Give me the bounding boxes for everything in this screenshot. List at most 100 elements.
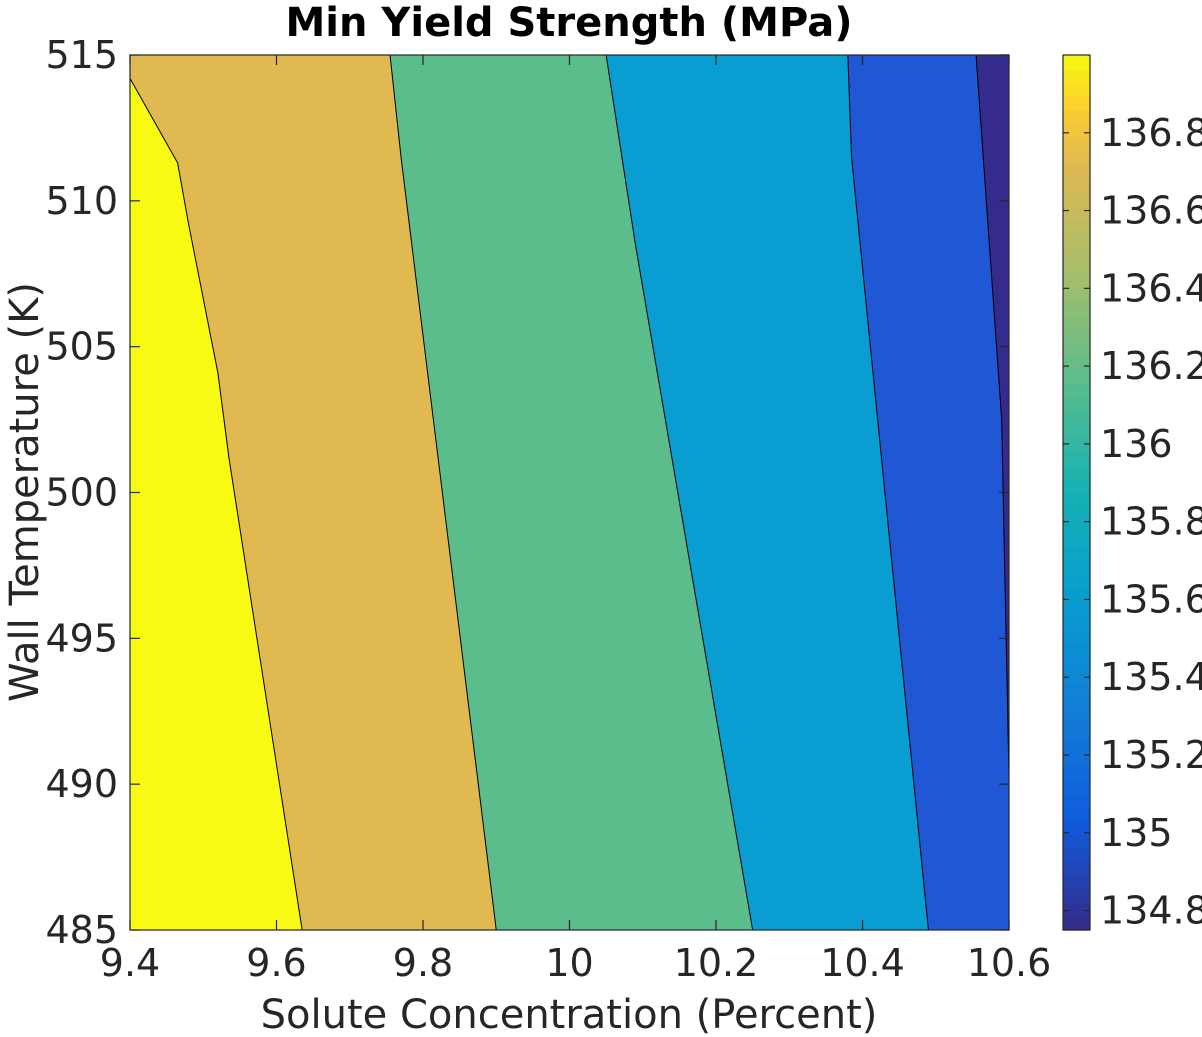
colorbar-segment: [1063, 55, 1090, 70]
colorbar-segment: [1063, 410, 1090, 425]
colorbar-segment: [1063, 506, 1090, 521]
x-axis: 9.4 9.6 9.8 10 10.2 10.4 10.6: [100, 55, 1052, 985]
colorbar-segment: [1063, 396, 1090, 412]
x-tick-label: 9.4: [100, 941, 160, 985]
colorbar-segment: [1063, 478, 1090, 494]
colorbar-tick-label: 135.4: [1100, 655, 1202, 699]
colorbar-segment: [1063, 916, 1090, 931]
colorbar-tick-label: 136.6: [1100, 189, 1202, 233]
colorbar-segment: [1063, 109, 1090, 124]
colorbar-segment: [1063, 383, 1090, 398]
colorbar-segment: [1063, 68, 1090, 83]
x-tick-label: 9.8: [393, 941, 453, 985]
colorbar-segment: [1063, 793, 1090, 808]
x-tick-label: 10: [545, 941, 593, 985]
colorbar-segment: [1063, 642, 1090, 658]
colorbar-segment: [1063, 437, 1090, 453]
contour-line-1: [129, 78, 303, 931]
y-tick-label: 500: [45, 471, 118, 515]
colorbar-segment: [1063, 533, 1090, 548]
colorbar-segment: [1063, 847, 1090, 863]
colorbar-tick-label: 136: [1100, 422, 1173, 466]
colorbar-frame: [1062, 54, 1091, 931]
colorbar-tick-label: 135.6: [1100, 577, 1202, 621]
y-tick-label: 505: [45, 325, 118, 369]
colorbar-segment: [1063, 246, 1090, 261]
colorbar-segment: [1063, 164, 1090, 179]
colorbar-segment: [1063, 205, 1090, 220]
colorbar-segment: [1063, 711, 1090, 726]
colorbar-segment: [1063, 560, 1090, 576]
y-axis-label: Wall Temperature (K): [2, 282, 48, 702]
colorbar-segment: [1063, 96, 1090, 111]
colorbar-segment: [1063, 670, 1090, 685]
colorbar-segment: [1063, 342, 1090, 357]
colorbar-segment: [1063, 601, 1090, 617]
colorbar-segment: [1063, 314, 1090, 330]
contour-line-5: [975, 54, 1010, 779]
colorbar-segment: [1063, 861, 1090, 876]
colorbar-segment: [1063, 519, 1090, 535]
colorbar-segment: [1063, 683, 1090, 699]
y-tick-label: 485: [45, 908, 118, 952]
colorbar-tick-label: 136.2: [1100, 344, 1202, 388]
colorbar: 134.8 135 135.2 135.4 135.6 135.8 136 136.2 136.…: [1062, 54, 1202, 933]
colorbar-segment: [1063, 178, 1090, 193]
x-axis-label: Solute Concentration (Percent): [261, 992, 878, 1037]
colorbar-tick-label: 135: [1100, 811, 1173, 855]
colorbar-segment: [1063, 875, 1090, 890]
colorbar-segment: [1063, 752, 1090, 767]
y-tick-label: 510: [45, 179, 118, 223]
colorbar-tick-label: 136.4: [1100, 266, 1202, 310]
colorbar-segment: [1063, 260, 1090, 275]
x-tick-label: 10.6: [967, 941, 1052, 985]
colorbar-segment: [1063, 615, 1090, 630]
colorbar-segment: [1063, 355, 1090, 371]
colorbar-segment: [1063, 492, 1090, 507]
colorbar-segment: [1063, 588, 1090, 603]
colorbar-segment: [1063, 328, 1090, 343]
colorbar-segment: [1063, 779, 1090, 794]
colorbar-segment: [1063, 574, 1090, 589]
colorbar-segment: [1063, 301, 1090, 316]
colorbar-segment: [1063, 465, 1090, 480]
colorbar-tick-label: 135.8: [1100, 500, 1202, 544]
colorbar-segment: [1063, 738, 1090, 753]
y-tick-label: 495: [45, 616, 118, 660]
colorbar-segment: [1063, 765, 1090, 781]
colorbar-segment: [1063, 287, 1090, 302]
colorbar-segment: [1063, 150, 1090, 165]
y-tick-label: 490: [45, 762, 118, 806]
colorbar-segment: [1063, 123, 1090, 138]
contour-line-4: [847, 54, 929, 931]
colorbar-segment: [1063, 369, 1090, 384]
x-tick-label: 10.4: [820, 941, 905, 985]
colorbar-segment: [1063, 191, 1090, 206]
y-tick-label: 515: [45, 33, 118, 77]
x-tick-label: 9.6: [246, 941, 306, 985]
colorbar-tick-label: 134.8: [1100, 889, 1202, 933]
colorbar-tick-label: 136.8: [1100, 111, 1202, 155]
colorbar-segment: [1063, 547, 1090, 562]
colorbar-segment: [1063, 451, 1090, 466]
colorbar-segment: [1063, 834, 1090, 849]
plot-area: [129, 54, 1010, 931]
colorbar-segment: [1063, 697, 1090, 712]
colorbar-segment: [1063, 629, 1090, 644]
contour-line-3: [605, 54, 754, 931]
colorbar-segment: [1063, 219, 1090, 234]
y-axis: 485 490 495 500 505 510 515: [45, 33, 1009, 952]
colorbar-segment: [1063, 137, 1090, 152]
colorbar-segment: [1063, 888, 1090, 904]
colorbar-segment: [1063, 820, 1090, 835]
chart-title: Min Yield Strength (MPa): [285, 0, 852, 46]
colorbar-segment: [1063, 902, 1090, 917]
colorbar-segment: [1063, 806, 1090, 822]
colorbar-segment: [1063, 656, 1090, 671]
contour-line-2: [389, 54, 497, 931]
colorbar-segment: [1063, 82, 1090, 97]
colorbar-segment: [1063, 232, 1090, 247]
colorbar-segment: [1063, 273, 1090, 289]
x-tick-label: 10.2: [674, 941, 759, 985]
